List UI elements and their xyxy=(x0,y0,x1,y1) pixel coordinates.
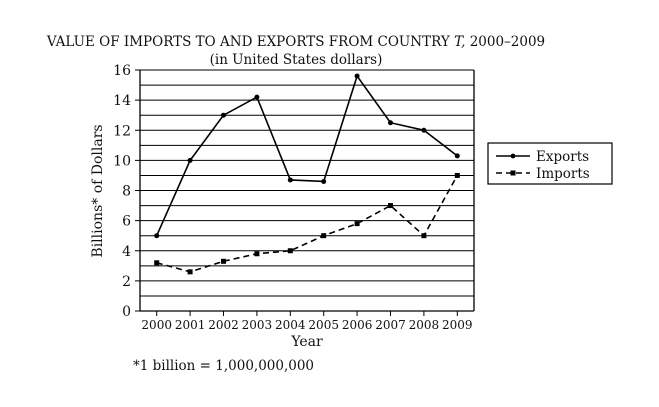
exports-point xyxy=(454,153,460,159)
imports-point xyxy=(254,251,260,257)
x-tick-label: 2003 xyxy=(242,318,273,332)
legend-imports-marker xyxy=(510,170,516,176)
series-line-imports xyxy=(156,175,458,273)
x-tick-label: 2004 xyxy=(275,318,306,332)
y-tick-label: 10 xyxy=(113,153,131,169)
legend-imports-label: Imports xyxy=(536,166,590,182)
x-tick-label: 2007 xyxy=(375,318,406,332)
y-tick-label: 6 xyxy=(122,214,131,230)
x-tick-label: 2000 xyxy=(141,318,172,332)
y-tick-label: 12 xyxy=(113,123,131,139)
exports-point xyxy=(254,94,260,100)
imports-point xyxy=(421,233,427,239)
y-tick-label: 8 xyxy=(122,184,131,200)
y-tick-label: 2 xyxy=(122,274,131,290)
exports-point xyxy=(187,157,193,163)
imports-point xyxy=(388,203,393,209)
x-tick-label: 2008 xyxy=(409,318,440,332)
imports-point xyxy=(354,221,360,227)
x-tick-label: 2001 xyxy=(175,318,206,332)
x-tick-label: 2005 xyxy=(308,318,339,332)
chart-subtitle: (in United States dollars) xyxy=(210,52,383,68)
exports-point xyxy=(354,73,360,79)
legend-exports-label: Exports xyxy=(536,149,589,165)
exports-point xyxy=(421,127,427,133)
exports-point xyxy=(221,112,226,118)
y-tick-label: 4 xyxy=(122,244,131,260)
exports-point xyxy=(287,177,293,183)
x-tick-label: 2002 xyxy=(208,318,239,332)
exports-point xyxy=(321,178,327,184)
imports-point xyxy=(154,260,160,266)
exports-point xyxy=(388,120,393,126)
chart-title: VALUE OF IMPORTS TO AND EXPORTS FROM COU… xyxy=(46,34,545,50)
imports-point xyxy=(221,258,226,264)
x-tick-label: 2006 xyxy=(342,318,373,332)
imports-point xyxy=(321,233,327,239)
legend-box xyxy=(487,142,613,185)
exports-point xyxy=(154,233,160,239)
legend: Exports Imports xyxy=(487,142,613,185)
x-axis-label: Year xyxy=(290,334,323,350)
imports-point xyxy=(454,172,460,178)
imports-point xyxy=(287,248,293,254)
y-tick-label: 0 xyxy=(122,304,131,320)
y-tick-label: 16 xyxy=(113,63,131,79)
footnote: *1 billion = 1,000,000,000 xyxy=(133,358,314,374)
legend-exports-marker xyxy=(510,153,516,159)
x-tick-label: 2009 xyxy=(442,318,473,332)
y-axis-label: Billions* of Dollars xyxy=(90,124,106,257)
series-line-exports xyxy=(155,74,458,237)
y-tick-label: 14 xyxy=(113,93,131,109)
imports-point xyxy=(187,269,193,275)
